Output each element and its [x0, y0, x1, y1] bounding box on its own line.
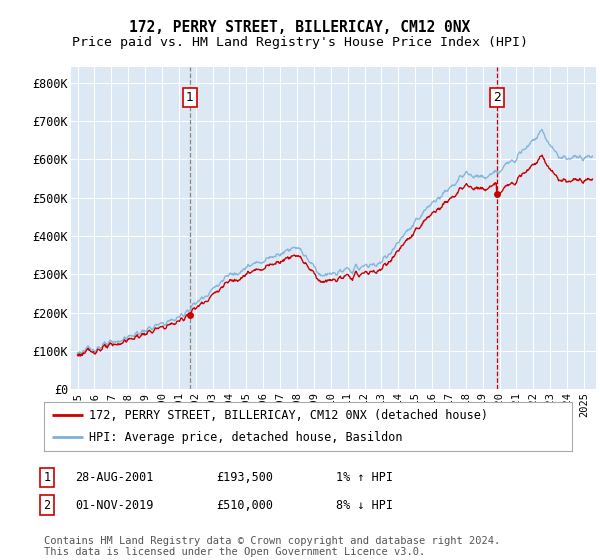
Text: 28-AUG-2001: 28-AUG-2001: [75, 471, 154, 484]
Text: 2: 2: [43, 498, 50, 512]
Text: 01-NOV-2019: 01-NOV-2019: [75, 498, 154, 512]
Text: 1: 1: [43, 471, 50, 484]
Text: HPI: Average price, detached house, Basildon: HPI: Average price, detached house, Basi…: [89, 431, 402, 444]
Text: £193,500: £193,500: [216, 471, 273, 484]
Text: 172, PERRY STREET, BILLERICAY, CM12 0NX: 172, PERRY STREET, BILLERICAY, CM12 0NX: [130, 20, 470, 35]
Text: Price paid vs. HM Land Registry's House Price Index (HPI): Price paid vs. HM Land Registry's House …: [72, 36, 528, 49]
Text: 8% ↓ HPI: 8% ↓ HPI: [336, 498, 393, 512]
Text: 1: 1: [186, 91, 194, 104]
Text: Contains HM Land Registry data © Crown copyright and database right 2024.
This d: Contains HM Land Registry data © Crown c…: [44, 535, 500, 557]
Text: 2: 2: [493, 91, 500, 104]
Text: £510,000: £510,000: [216, 498, 273, 512]
Text: 172, PERRY STREET, BILLERICAY, CM12 0NX (detached house): 172, PERRY STREET, BILLERICAY, CM12 0NX …: [89, 409, 488, 422]
Text: 1% ↑ HPI: 1% ↑ HPI: [336, 471, 393, 484]
